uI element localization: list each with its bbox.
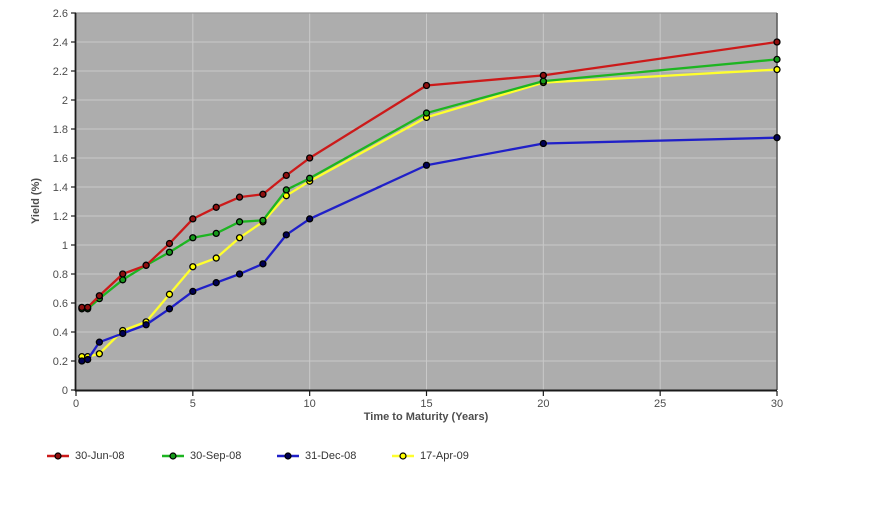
data-point-31-dec-08 — [773, 134, 781, 142]
legend-label: 17-Apr-09 — [420, 450, 469, 462]
x-tick-label: 20 — [537, 398, 549, 410]
x-axis-title: Time to Maturity (Years) — [363, 411, 489, 423]
x-tick-label: 10 — [304, 398, 316, 410]
legend-item-30-sep-08: 30-Sep-08 — [161, 450, 256, 462]
data-point-31-dec-08 — [189, 287, 197, 296]
data-point-30-jun-08 — [259, 190, 267, 198]
data-point-30-sep-08 — [282, 186, 290, 194]
data-point-17-apr-09 — [165, 290, 174, 298]
data-point-30-jun-08 — [422, 81, 431, 90]
data-point-30-sep-08 — [539, 77, 547, 85]
data-point-31-dec-08 — [539, 139, 547, 148]
legend-item-17-apr-09: 17-Apr-09 — [391, 450, 486, 462]
data-point-30-sep-08 — [259, 216, 267, 225]
data-point-30-jun-08 — [78, 303, 86, 312]
data-point-30-jun-08 — [306, 154, 314, 162]
data-point-17-apr-09 — [95, 350, 104, 358]
y-tick-label: 2 — [62, 95, 68, 107]
y-tick-label: 0.6 — [53, 298, 68, 310]
data-point-30-sep-08 — [119, 276, 127, 284]
data-point-30-sep-08 — [212, 229, 220, 238]
data-point-31-dec-08 — [78, 357, 86, 365]
data-point-17-apr-09 — [212, 254, 220, 262]
yield-curve-chart: 0 0.2 0.4 0.6 0.8 1 1.2 1.4 1.6 1.8 2 2.2 2.4 2.6 0 5 10… — [53, 8, 783, 410]
data-point-31-dec-08 — [165, 305, 174, 313]
data-point-31-dec-08 — [119, 329, 127, 338]
y-tick-label: 0.4 — [53, 327, 68, 339]
data-point-30-sep-08 — [235, 218, 244, 226]
data-point-31-dec-08 — [142, 321, 150, 329]
y-axis-title: Yield (%) — [30, 177, 42, 225]
data-point-17-apr-09 — [235, 234, 244, 242]
data-point-17-apr-09 — [773, 65, 781, 74]
data-point-30-jun-08 — [119, 270, 127, 278]
y-tick-label: 0 — [62, 385, 68, 397]
legend-marker-icon — [47, 452, 69, 460]
legend-label: 31-Dec-08 — [305, 450, 357, 462]
x-tick-label: 15 — [420, 398, 432, 410]
data-point-30-jun-08 — [95, 292, 104, 300]
data-point-31-dec-08 — [235, 270, 244, 278]
y-tick-label: 0.8 — [53, 269, 68, 281]
data-point-31-dec-08 — [84, 355, 92, 364]
legend-label: 30-Jun-08 — [75, 450, 125, 462]
data-point-30-jun-08 — [539, 71, 547, 79]
legend-item-30-jun-08: 30-Jun-08 — [46, 450, 141, 462]
data-point-30-sep-08 — [165, 248, 174, 256]
data-point-30-sep-08 — [189, 234, 197, 242]
data-point-31-dec-08 — [212, 279, 220, 287]
data-point-30-jun-08 — [165, 239, 174, 248]
y-tick-label: 1.4 — [53, 182, 68, 194]
data-point-30-jun-08 — [235, 193, 244, 201]
y-tick-label: 0.2 — [53, 356, 68, 368]
y-tick-label: 1 — [62, 240, 68, 252]
y-tick-label: 2.6 — [53, 8, 68, 20]
data-point-17-apr-09 — [189, 263, 197, 271]
x-tick-label: 5 — [190, 398, 196, 410]
legend-marker-icon — [162, 452, 184, 460]
data-point-30-jun-08 — [84, 303, 92, 312]
data-point-30-sep-08 — [773, 55, 781, 64]
data-point-30-jun-08 — [282, 171, 290, 180]
y-tick-label: 1.8 — [53, 124, 68, 136]
y-tick-label: 2.4 — [53, 37, 68, 49]
data-point-31-dec-08 — [422, 161, 431, 169]
data-point-31-dec-08 — [282, 231, 290, 239]
legend-marker-icon — [277, 452, 299, 460]
legend-label: 30-Sep-08 — [190, 450, 242, 462]
data-point-30-jun-08 — [142, 261, 150, 269]
data-point-30-jun-08 — [773, 38, 781, 46]
chart-legend: 30-Jun-08 30-Sep-08 31-Dec-08 17-Apr-09 — [46, 450, 486, 462]
y-tick-label: 1.6 — [53, 153, 68, 165]
data-point-31-dec-08 — [306, 215, 314, 223]
x-tick-label: 0 — [73, 398, 79, 410]
y-tick-label: 1.2 — [53, 211, 68, 223]
data-point-30-sep-08 — [422, 109, 431, 117]
legend-marker-icon — [392, 452, 414, 460]
x-tick-label: 25 — [654, 398, 666, 410]
data-point-30-sep-08 — [306, 174, 314, 182]
data-point-30-jun-08 — [189, 215, 197, 223]
data-point-31-dec-08 — [259, 260, 267, 268]
data-point-31-dec-08 — [95, 338, 104, 346]
y-tick-label: 2.2 — [53, 66, 68, 78]
data-point-30-jun-08 — [212, 203, 220, 211]
x-tick-label: 30 — [771, 398, 783, 410]
legend-item-31-dec-08: 31-Dec-08 — [276, 450, 371, 462]
